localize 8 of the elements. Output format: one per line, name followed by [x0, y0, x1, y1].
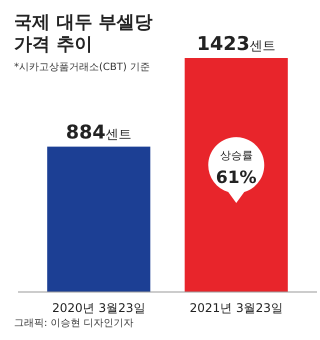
chart-subtitle: *시카고상품거래소(CBT) 기준: [14, 62, 150, 73]
data-label: 1423센트: [196, 33, 276, 55]
text: 그래픽: 이승현 디자인기자: [14, 318, 134, 329]
chart-title: 국제 대두 부셀당 가격 추이: [14, 12, 153, 55]
x-tick-label: 2020년 3월23일: [52, 301, 146, 315]
data-label: 884센트: [66, 122, 132, 144]
annotation: 상승률 61%: [216, 149, 257, 188]
x-tick-label: 2021년 3월23일: [190, 301, 283, 315]
